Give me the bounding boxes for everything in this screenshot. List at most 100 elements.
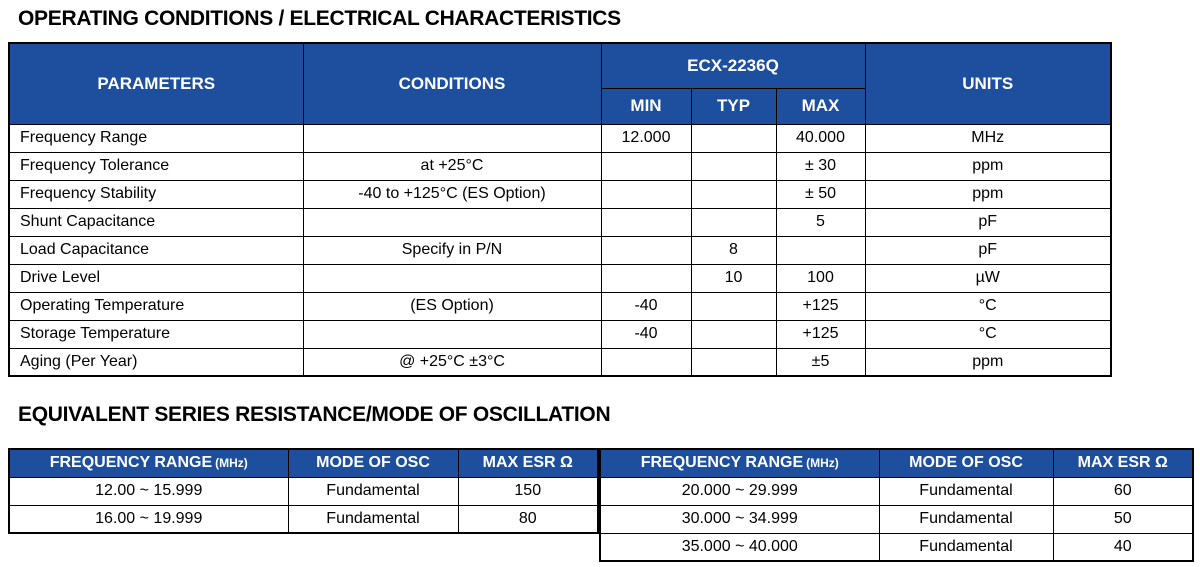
esr-tables-container: FREQUENCY RANGE (MHz) MODE OF OSC MAX ESR… bbox=[8, 448, 1194, 562]
units-cell: °C bbox=[864, 291, 1112, 321]
table-row: Load Capacitance Specify in P/N 8 pF bbox=[8, 235, 1112, 265]
header-mode-of-osc: MODE OF OSC bbox=[287, 448, 459, 478]
units-cell: pF bbox=[864, 235, 1112, 265]
parameter-cell: Load Capacitance bbox=[8, 235, 304, 265]
parameter-cell: Shunt Capacitance bbox=[8, 207, 304, 237]
mode-cell: Fundamental bbox=[878, 532, 1054, 562]
condition-cell bbox=[302, 207, 602, 237]
typ-cell bbox=[690, 291, 777, 321]
typ-cell bbox=[690, 207, 777, 237]
frequency-range-unit: (MHz) bbox=[806, 456, 839, 471]
esr-table-left: FREQUENCY RANGE (MHz) MODE OF OSC MAX ESR… bbox=[8, 448, 599, 534]
condition-cell: Specify in P/N bbox=[302, 235, 602, 265]
condition-cell: -40 to +125°C (ES Option) bbox=[302, 179, 602, 209]
mode-cell: Fundamental bbox=[287, 504, 459, 534]
header-max-esr: MAX ESR Ω bbox=[457, 448, 599, 478]
header-mode-of-osc: MODE OF OSC bbox=[878, 448, 1054, 478]
esr-table-right: FREQUENCY RANGE (MHz) MODE OF OSC MAX ESR… bbox=[599, 448, 1194, 562]
table-row: Shunt Capacitance 5 pF bbox=[8, 207, 1112, 237]
section-title-esr-mode: EQUIVALENT SERIES RESISTANCE/MODE OF OSC… bbox=[18, 403, 611, 426]
table-row: Operating Temperature (ES Option) -40 +1… bbox=[8, 291, 1112, 321]
max-cell bbox=[775, 235, 866, 265]
header-typ: TYP bbox=[690, 87, 777, 125]
units-cell: µW bbox=[864, 263, 1112, 293]
header-max-esr: MAX ESR Ω bbox=[1052, 448, 1194, 478]
parameter-cell: Aging (Per Year) bbox=[8, 347, 304, 377]
typ-cell bbox=[690, 123, 777, 153]
min-cell bbox=[600, 179, 692, 209]
max-cell: 40.000 bbox=[775, 123, 866, 153]
header-parameters: PARAMETERS bbox=[8, 42, 304, 125]
esr-cell: 80 bbox=[457, 504, 599, 534]
spec-header-row-2: MIN TYP MAX bbox=[9, 87, 1111, 125]
table-row: 12.00 ~ 15.999 Fundamental 150 bbox=[8, 476, 599, 506]
units-cell: MHz bbox=[864, 123, 1112, 153]
min-cell bbox=[600, 263, 692, 293]
typ-cell bbox=[690, 151, 777, 181]
min-cell: -40 bbox=[600, 319, 692, 349]
header-frequency-range: FREQUENCY RANGE (MHz) bbox=[8, 448, 289, 478]
table-row: Drive Level 10 100 µW bbox=[8, 263, 1112, 293]
max-cell: 5 bbox=[775, 207, 866, 237]
table-row: 30.000 ~ 34.999 Fundamental 50 bbox=[599, 504, 1194, 534]
typ-cell: 8 bbox=[690, 235, 777, 265]
header-min: MIN bbox=[600, 87, 692, 125]
typ-cell bbox=[690, 347, 777, 377]
condition-cell: @ +25°C ±3°C bbox=[302, 347, 602, 377]
condition-cell: (ES Option) bbox=[302, 291, 602, 321]
table-row: Aging (Per Year) @ +25°C ±3°C ±5 ppm bbox=[8, 347, 1112, 377]
esr-header-row: FREQUENCY RANGE (MHz) MODE OF OSC MAX ESR… bbox=[599, 448, 1194, 478]
max-cell: 100 bbox=[775, 263, 866, 293]
freq-cell: 12.00 ~ 15.999 bbox=[8, 476, 289, 506]
max-cell: +125 bbox=[775, 291, 866, 321]
condition-cell: at +25°C bbox=[302, 151, 602, 181]
units-cell: °C bbox=[864, 319, 1112, 349]
parameter-cell: Drive Level bbox=[8, 263, 304, 293]
frequency-range-label: FREQUENCY RANGE bbox=[640, 454, 804, 472]
units-cell: pF bbox=[864, 207, 1112, 237]
header-frequency-range: FREQUENCY RANGE (MHz) bbox=[599, 448, 880, 478]
min-cell: 12.000 bbox=[600, 123, 692, 153]
header-conditions: CONDITIONS bbox=[302, 42, 602, 125]
units-cell: ppm bbox=[864, 347, 1112, 377]
condition-cell bbox=[302, 263, 602, 293]
parameter-cell: Frequency Range bbox=[8, 123, 304, 153]
esr-cell: 60 bbox=[1052, 476, 1194, 506]
table-row: 35.000 ~ 40.000 Fundamental 40 bbox=[599, 532, 1194, 562]
min-cell bbox=[600, 347, 692, 377]
units-cell: ppm bbox=[864, 179, 1112, 209]
header-part-number: ECX-2236Q bbox=[600, 42, 866, 89]
operating-conditions-table: PARAMETERS CONDITIONS ECX-2236Q UNITS MI… bbox=[8, 42, 1112, 377]
freq-cell: 30.000 ~ 34.999 bbox=[599, 504, 880, 534]
header-units: UNITS bbox=[864, 42, 1112, 125]
table-row: 20.000 ~ 29.999 Fundamental 60 bbox=[599, 476, 1194, 506]
mode-cell: Fundamental bbox=[878, 504, 1054, 534]
parameter-cell: Frequency Stability bbox=[8, 179, 304, 209]
freq-cell: 16.00 ~ 19.999 bbox=[8, 504, 289, 534]
parameter-cell: Frequency Tolerance bbox=[8, 151, 304, 181]
esr-cell: 50 bbox=[1052, 504, 1194, 534]
min-cell bbox=[600, 235, 692, 265]
mode-cell: Fundamental bbox=[878, 476, 1054, 506]
spec-header-row-1: PARAMETERS CONDITIONS ECX-2236Q UNITS bbox=[8, 42, 1112, 125]
typ-cell: 10 bbox=[690, 263, 777, 293]
parameter-cell: Storage Temperature bbox=[8, 319, 304, 349]
max-cell: +125 bbox=[775, 319, 866, 349]
parameter-cell: Operating Temperature bbox=[8, 291, 304, 321]
esr-cell: 150 bbox=[457, 476, 599, 506]
min-cell bbox=[600, 207, 692, 237]
frequency-range-unit: (MHz) bbox=[215, 456, 248, 471]
section-title-operating-conditions: OPERATING CONDITIONS / ELECTRICAL CHARAC… bbox=[18, 7, 621, 30]
table-row: Storage Temperature -40 +125 °C bbox=[8, 319, 1112, 349]
freq-cell: 35.000 ~ 40.000 bbox=[599, 532, 880, 562]
frequency-range-label: FREQUENCY RANGE bbox=[49, 454, 213, 472]
table-row: Frequency Range 12.000 40.000 MHz bbox=[8, 123, 1112, 153]
esr-header-row: FREQUENCY RANGE (MHz) MODE OF OSC MAX ESR… bbox=[8, 448, 599, 478]
freq-cell: 20.000 ~ 29.999 bbox=[599, 476, 880, 506]
esr-cell: 40 bbox=[1052, 532, 1194, 562]
typ-cell bbox=[690, 319, 777, 349]
typ-cell bbox=[690, 179, 777, 209]
min-cell: -40 bbox=[600, 291, 692, 321]
max-cell: ±5 bbox=[775, 347, 866, 377]
